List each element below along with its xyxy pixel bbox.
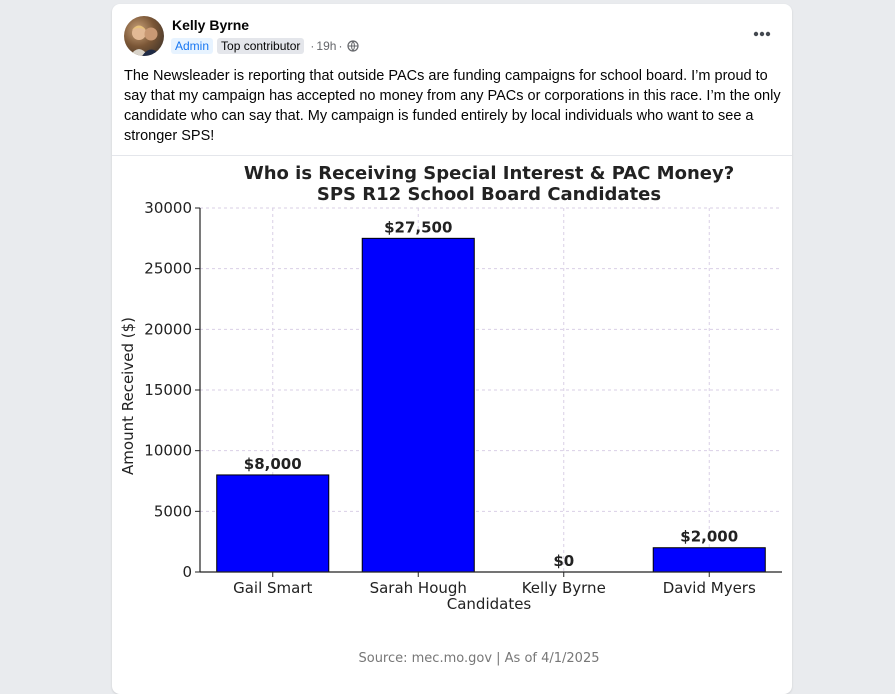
bars	[216, 237, 766, 573]
x-tick-label: Kelly Byrne	[522, 579, 606, 597]
chart-title-line2: SPS R12 School Board Candidates	[317, 184, 661, 205]
avatar[interactable]	[124, 16, 164, 56]
chart-image[interactable]: Who is Receiving Special Interest & PAC …	[112, 155, 792, 681]
data-label: $27,500	[384, 218, 452, 236]
author-name[interactable]: Kelly Byrne	[172, 17, 250, 33]
post-time[interactable]: 19h	[316, 39, 337, 53]
post-text: The Newsleader is reporting that outside…	[124, 68, 781, 144]
bar-david-myers	[652, 547, 766, 573]
y-tick-label: 25000	[144, 260, 192, 278]
y-tick-label: 15000	[144, 381, 192, 399]
y-tick-label: 10000	[144, 442, 192, 460]
x-tick-label: Gail Smart	[233, 579, 312, 597]
x-axis-label: Candidates	[447, 595, 532, 613]
tick-labels: 0 5000 10000 15000 20000 25000 30000 $8,000 Gail…	[144, 199, 756, 597]
data-label: $8,000	[244, 455, 302, 473]
more-options-button[interactable]	[748, 20, 776, 48]
chart-title-line1: Who is Receiving Special Interest & PAC …	[244, 163, 734, 184]
meta-separator: ·	[338, 39, 343, 53]
bar-sarah-hough	[361, 237, 475, 573]
data-label: $2,000	[680, 528, 738, 546]
y-axis-label: Amount Received ($)	[119, 317, 137, 475]
top-contributor-badge: Top contributor	[217, 38, 305, 54]
bar-chart: Who is Receiving Special Interest & PAC …	[119, 163, 782, 666]
admin-badge: Admin	[171, 38, 214, 54]
x-tick-label: David Myers	[663, 579, 756, 597]
y-tick-label: 20000	[144, 320, 192, 338]
data-label: $0	[553, 552, 574, 570]
more-horizontal-icon	[753, 31, 771, 37]
chart-source: Source: mec.mo.gov | As of 4/1/2025	[358, 651, 599, 666]
y-tick-label: 5000	[154, 502, 192, 520]
post-card: Kelly Byrne Admin Top contributor · 19h …	[112, 4, 792, 694]
y-tick-label: 0	[182, 563, 192, 581]
meta-separator: ·	[310, 39, 315, 53]
x-tick-label: Sarah Hough	[370, 579, 467, 597]
axes	[195, 207, 782, 577]
y-tick-label: 30000	[144, 199, 192, 217]
bar-gail-smart	[216, 474, 330, 573]
globe-icon	[347, 40, 360, 52]
post-meta: Admin Top contributor · 19h ·	[171, 37, 360, 55]
